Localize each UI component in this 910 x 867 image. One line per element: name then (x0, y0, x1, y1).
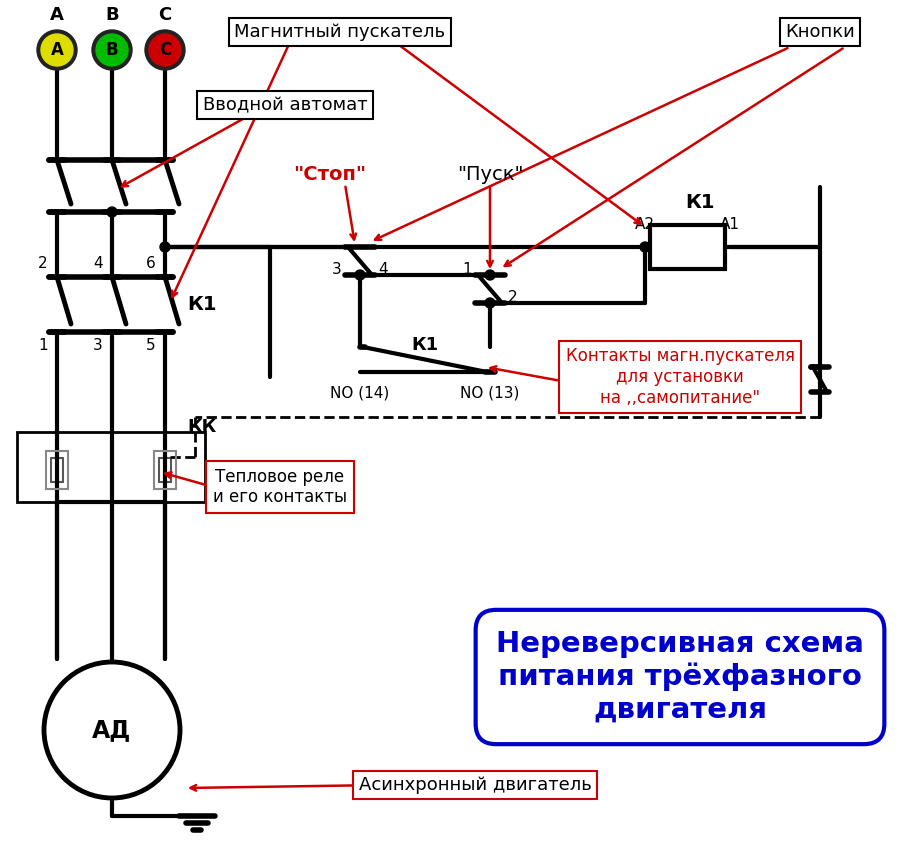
Bar (650, 225, 725, 269)
Text: 2: 2 (38, 256, 48, 271)
Text: 2: 2 (508, 290, 518, 304)
Text: 4: 4 (93, 256, 103, 271)
Text: Магнитный пускатель: Магнитный пускатель (235, 23, 446, 41)
Circle shape (485, 270, 495, 280)
Bar (154, 451, 176, 489)
Circle shape (96, 34, 128, 66)
Text: Вводной автомат: Вводной автомат (203, 96, 368, 114)
Circle shape (640, 242, 650, 252)
Text: Кнопки: Кнопки (785, 23, 854, 41)
Circle shape (485, 298, 495, 308)
Text: B: B (106, 6, 119, 24)
Text: 3: 3 (332, 262, 342, 277)
Text: КК: КК (751, 348, 780, 366)
Circle shape (44, 662, 180, 798)
Circle shape (160, 242, 170, 252)
Text: A2: A2 (635, 217, 655, 232)
Text: NO (13): NO (13) (460, 385, 520, 400)
Text: Нереверсивная схема
питания трёхфазного
двигателя: Нереверсивная схема питания трёхфазного … (496, 630, 864, 724)
Text: 5: 5 (147, 338, 156, 353)
Text: АД: АД (93, 718, 132, 742)
Text: К1: К1 (411, 336, 439, 354)
Text: "Пуск": "Пуск" (457, 166, 523, 185)
Circle shape (37, 30, 77, 70)
Text: 6: 6 (147, 256, 156, 271)
Text: C: C (159, 41, 171, 59)
Text: A1: A1 (720, 217, 740, 232)
Text: Асинхронный двигатель: Асинхронный двигатель (359, 776, 592, 794)
Text: К1: К1 (685, 192, 714, 212)
Text: Контакты магн.пускателя
для установки
на ,,самопитание": Контакты магн.пускателя для установки на… (565, 347, 794, 407)
Text: 4: 4 (379, 262, 388, 277)
Bar (46, 451, 68, 489)
Text: "Стоп": "Стоп" (293, 166, 367, 185)
Text: B: B (106, 41, 118, 59)
Circle shape (355, 270, 365, 280)
Circle shape (92, 30, 132, 70)
Text: A: A (50, 6, 64, 24)
Circle shape (145, 30, 185, 70)
Text: К1: К1 (187, 296, 217, 315)
Text: NO (14): NO (14) (330, 385, 389, 400)
Text: Тепловое реле
и его контакты: Тепловое реле и его контакты (213, 467, 347, 506)
Text: КК: КК (187, 418, 217, 436)
Circle shape (41, 34, 73, 66)
Circle shape (149, 34, 181, 66)
Text: C: C (158, 6, 172, 24)
Text: 1: 1 (38, 338, 48, 353)
Text: A: A (51, 41, 64, 59)
Circle shape (107, 207, 117, 217)
Bar (17, 432, 205, 502)
Text: 1: 1 (462, 262, 471, 277)
Text: 3: 3 (93, 338, 103, 353)
